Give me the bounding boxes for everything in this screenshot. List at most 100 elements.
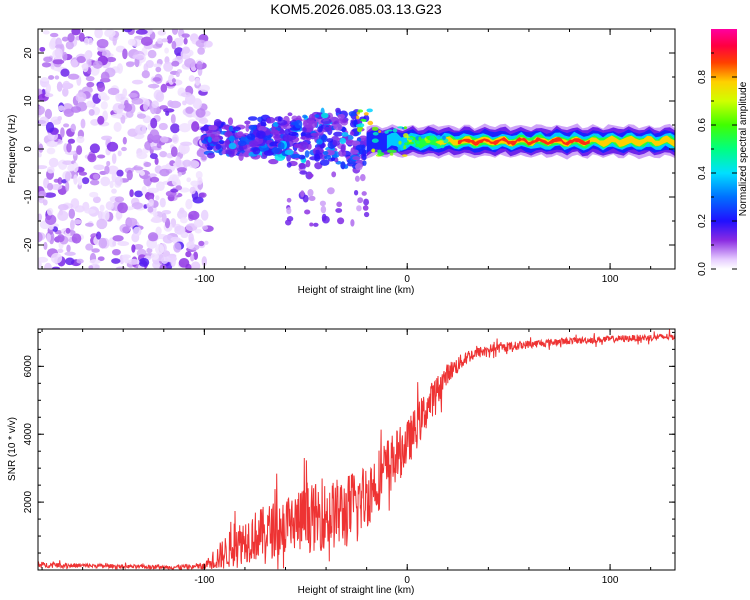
noise-blob xyxy=(97,210,103,220)
signal-blob xyxy=(304,150,310,158)
noise-blob xyxy=(73,219,82,225)
spec-x-tick-label: 0 xyxy=(404,274,410,285)
noise-blob xyxy=(38,152,42,158)
noise-blob xyxy=(86,81,95,88)
noise-blob xyxy=(204,240,209,245)
noise-blob xyxy=(97,115,105,125)
noise-blob xyxy=(171,40,177,50)
noise-blob xyxy=(41,62,52,68)
noise-blob xyxy=(46,147,56,155)
signal-blob xyxy=(288,131,299,137)
noise-blob xyxy=(155,226,162,236)
noise-blob xyxy=(45,214,57,225)
signal-blob xyxy=(277,142,285,150)
signal-blob xyxy=(340,144,346,153)
noise-blob xyxy=(141,70,150,79)
noise-blob xyxy=(197,177,203,185)
tail-blob xyxy=(313,222,319,227)
noise-blob xyxy=(111,113,123,119)
trace-blob xyxy=(372,132,379,136)
noise-blob xyxy=(181,33,190,38)
signal-blob xyxy=(207,136,212,143)
trace-blob xyxy=(389,152,394,156)
noise-blob xyxy=(51,266,61,269)
signal-blob xyxy=(271,147,281,154)
noise-blob xyxy=(190,180,200,187)
noise-blob xyxy=(161,213,167,223)
noise-blob xyxy=(125,61,135,68)
noise-blob xyxy=(143,161,152,167)
signal-blob xyxy=(270,129,279,135)
noise-blob xyxy=(131,244,136,253)
noise-blob xyxy=(101,135,113,141)
tail-blob xyxy=(359,173,366,182)
noise-blob xyxy=(38,105,45,116)
noise-blob xyxy=(104,165,110,175)
noise-blob xyxy=(149,153,158,160)
noise-blob xyxy=(60,127,65,138)
noise-blob xyxy=(126,169,133,181)
signal-blob xyxy=(341,131,349,137)
signal-blob xyxy=(337,117,344,124)
noise-blob xyxy=(87,153,97,163)
signal-blob xyxy=(203,124,210,132)
noise-blob xyxy=(129,189,134,198)
noise-blob xyxy=(157,30,167,36)
signal-blob xyxy=(321,112,329,119)
noise-blob xyxy=(100,176,111,187)
noise-blob xyxy=(201,225,209,230)
snr-panel: -100 0 100 2000 4000 6000 Height of straight… xyxy=(7,328,676,596)
noise-blob xyxy=(89,259,101,265)
noise-blob xyxy=(178,143,190,155)
tail-blob xyxy=(320,205,327,214)
colorbar-tick-label: 0.6 xyxy=(697,118,708,132)
signal-blob xyxy=(228,125,234,132)
noise-blob xyxy=(113,122,122,132)
noise-blob xyxy=(38,190,47,198)
tail-blob xyxy=(357,197,364,204)
signal-blob xyxy=(302,114,308,119)
noise-blob xyxy=(72,162,79,173)
noise-blob xyxy=(149,176,160,183)
noise-blob xyxy=(81,177,90,185)
signal-blob xyxy=(247,116,258,121)
noise-blob xyxy=(58,105,65,111)
colorbar-tick-label: 0.8 xyxy=(697,70,708,84)
signal-blob xyxy=(248,140,259,148)
signal-blob xyxy=(324,126,332,132)
signal-blob xyxy=(314,162,323,170)
snr-xlabel: Height of straight line (km) xyxy=(298,585,415,596)
signal-blob xyxy=(348,110,358,117)
signal-blob xyxy=(342,118,348,124)
noise-blob xyxy=(92,173,100,180)
noise-blob xyxy=(126,217,138,227)
noise-blob xyxy=(62,160,74,165)
trace-blob xyxy=(362,119,367,122)
noise-blob xyxy=(123,29,133,33)
noise-blob xyxy=(46,233,51,243)
noise-blob xyxy=(185,198,193,210)
tail-blob xyxy=(305,160,311,168)
signal-blob xyxy=(332,140,341,146)
noise-blob xyxy=(43,241,48,250)
noise-blob xyxy=(199,84,210,93)
spectrogram-blobs xyxy=(38,29,675,269)
signal-blob xyxy=(256,130,266,139)
noise-blob xyxy=(65,257,75,266)
noise-blob xyxy=(160,83,168,93)
noise-blob xyxy=(199,192,207,198)
noise-blob xyxy=(149,129,160,141)
noise-blob xyxy=(38,143,44,153)
noise-blob xyxy=(167,100,174,108)
trace-blob xyxy=(371,126,379,131)
colorbar-tick-label: 0.2 xyxy=(697,214,708,228)
noise-blob xyxy=(185,251,192,258)
signal-blob xyxy=(228,135,235,142)
noise-blob xyxy=(44,93,54,98)
noise-blob xyxy=(190,254,195,262)
noise-blob xyxy=(62,80,71,90)
signal-blob xyxy=(314,153,321,162)
noise-blob xyxy=(132,226,142,237)
noise-blob xyxy=(150,117,158,129)
noise-blob xyxy=(82,62,89,73)
